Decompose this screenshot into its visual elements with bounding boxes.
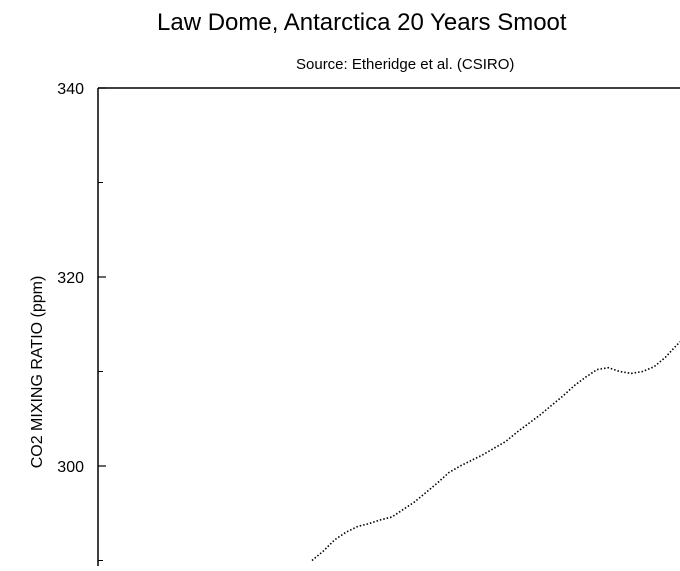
series-line (311, 340, 680, 562)
y-tick-label: 300 (57, 459, 84, 476)
y-axis-label: CO2 MIXING RATIO (ppm) (29, 276, 46, 469)
y-ticks: 300 320 340 (57, 81, 106, 561)
y-tick-label: 320 (57, 270, 84, 287)
co2-series-line (311, 340, 680, 562)
chart-subtitle: Source: Etheridge et al. (CSIRO) (296, 56, 514, 73)
chart-title: Law Dome, Antarctica 20 Years Smoot (157, 9, 567, 36)
y-tick-label: 340 (57, 81, 84, 98)
